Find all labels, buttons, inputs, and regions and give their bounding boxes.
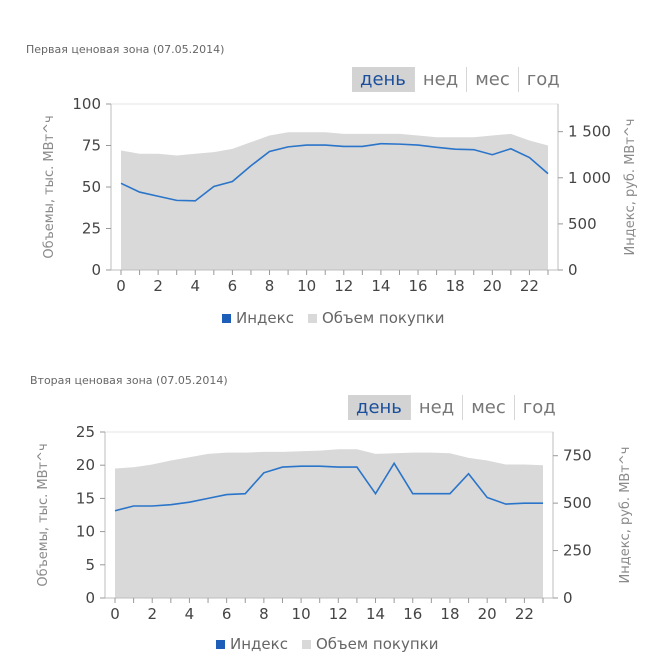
y-axis-left-title: Объемы, тыс. МВт^ч — [36, 443, 51, 586]
y-right-tick-label: 0 — [568, 261, 578, 279]
x-tick-label: 2 — [153, 277, 163, 295]
x-tick-label: 16 — [408, 277, 427, 295]
y-left-tick-label: 5 — [85, 556, 95, 574]
x-tick-label: 2 — [147, 605, 157, 623]
line-series-index — [120, 142, 549, 202]
x-tick-label: 22 — [515, 605, 534, 623]
legend-swatch-volume — [307, 313, 317, 323]
y-right-tick-label: 750 — [563, 447, 592, 465]
legend-item-index[interactable]: Индекс — [222, 309, 294, 327]
chart-title: Первая ценовая зона (07.05.2014) — [26, 43, 225, 56]
x-tick-label: 10 — [292, 605, 311, 623]
x-tick-label: 4 — [190, 277, 200, 295]
x-tick-label: 14 — [371, 277, 390, 295]
y-left-tick-label: 50 — [82, 178, 101, 196]
x-tick-label: 18 — [440, 605, 459, 623]
x-tick-label: 0 — [110, 605, 120, 623]
x-tick-label: 18 — [446, 277, 465, 295]
y-right-tick-label: 0 — [563, 589, 573, 607]
y-left-tick-label: 100 — [72, 95, 101, 113]
tab-year[interactable]: год — [513, 395, 564, 420]
y-right-tick-label: 1 000 — [568, 169, 611, 187]
chart-panel-2: Вторая ценовая зона (07.05.2014) день не… — [0, 335, 656, 666]
chart-legend: Индекс Объем покупки — [216, 635, 438, 653]
x-tick-label: 8 — [265, 277, 275, 295]
tab-week[interactable]: нед — [409, 395, 462, 420]
y-left-tick-label: 25 — [82, 220, 101, 238]
x-tick-label: 0 — [116, 277, 126, 295]
tab-day[interactable]: день — [348, 395, 410, 420]
legend-item-volume[interactable]: Объем покупки — [307, 309, 445, 327]
chart-panel-1: Первая ценовая зона (07.05.2014) день не… — [26, 43, 638, 327]
x-tick-label: 6 — [228, 277, 238, 295]
y-right-tick-label: 250 — [563, 542, 592, 560]
x-tick-label: 8 — [259, 605, 269, 623]
y-left-tick-label: 0 — [91, 261, 101, 279]
x-tick-label: 10 — [297, 277, 316, 295]
x-tick-label: 14 — [366, 605, 385, 623]
y-left-tick-label: 25 — [76, 423, 95, 441]
legend-label: Объем покупки — [321, 309, 445, 327]
legend-swatch-index — [222, 313, 231, 323]
y-axis-right-title: Индекс, руб. МВт^ч — [623, 119, 638, 256]
tab-year[interactable]: год — [517, 67, 568, 92]
period-tabs: день нед мес год — [352, 67, 568, 92]
x-tick-label: 20 — [483, 277, 502, 295]
legend-label: Объем покупки — [315, 635, 439, 653]
y-left-tick-label: 0 — [85, 589, 95, 607]
x-tick-label: 22 — [520, 277, 539, 295]
legend-item-index[interactable]: Индекс — [216, 635, 288, 653]
y-right-tick-label: 500 — [563, 494, 592, 512]
y-right-tick-label: 500 — [568, 215, 597, 233]
legend-label: Индекс — [230, 635, 288, 653]
y-left-tick-label: 20 — [76, 456, 95, 474]
tab-day[interactable]: день — [352, 67, 414, 92]
chart-legend: Индекс Объем покупки — [222, 309, 444, 327]
x-tick-label: 12 — [329, 605, 348, 623]
y-left-tick-label: 15 — [76, 489, 95, 507]
y-left-tick-label: 75 — [82, 137, 101, 155]
y-axis-left-title: Объемы, тыс. МВт^ч — [42, 115, 57, 258]
y-left-tick-label: 10 — [76, 523, 95, 541]
line-series-index — [114, 461, 543, 512]
y-axis-right-title: Индекс, руб. МВт^ч — [618, 447, 633, 584]
tab-month[interactable]: мес — [466, 67, 518, 92]
legend-item-volume[interactable]: Объем покупки — [301, 635, 439, 653]
y-right-tick-label: 1 500 — [568, 123, 611, 141]
chart-title: Вторая ценовая зона (07.05.2014) — [30, 374, 228, 387]
tab-month[interactable]: мес — [462, 395, 514, 420]
legend-label: Индекс — [236, 309, 294, 327]
area-series-volume — [115, 449, 543, 598]
x-tick-label: 4 — [185, 605, 195, 623]
tab-week[interactable]: нед — [413, 67, 466, 92]
area-series-volume — [121, 132, 548, 270]
period-tabs: день нед мес год — [348, 395, 564, 420]
x-tick-label: 6 — [222, 605, 232, 623]
x-tick-label: 12 — [334, 277, 353, 295]
x-tick-label: 20 — [478, 605, 497, 623]
x-tick-label: 16 — [403, 605, 422, 623]
legend-swatch-volume — [301, 639, 311, 649]
legend-swatch-index — [216, 639, 225, 649]
